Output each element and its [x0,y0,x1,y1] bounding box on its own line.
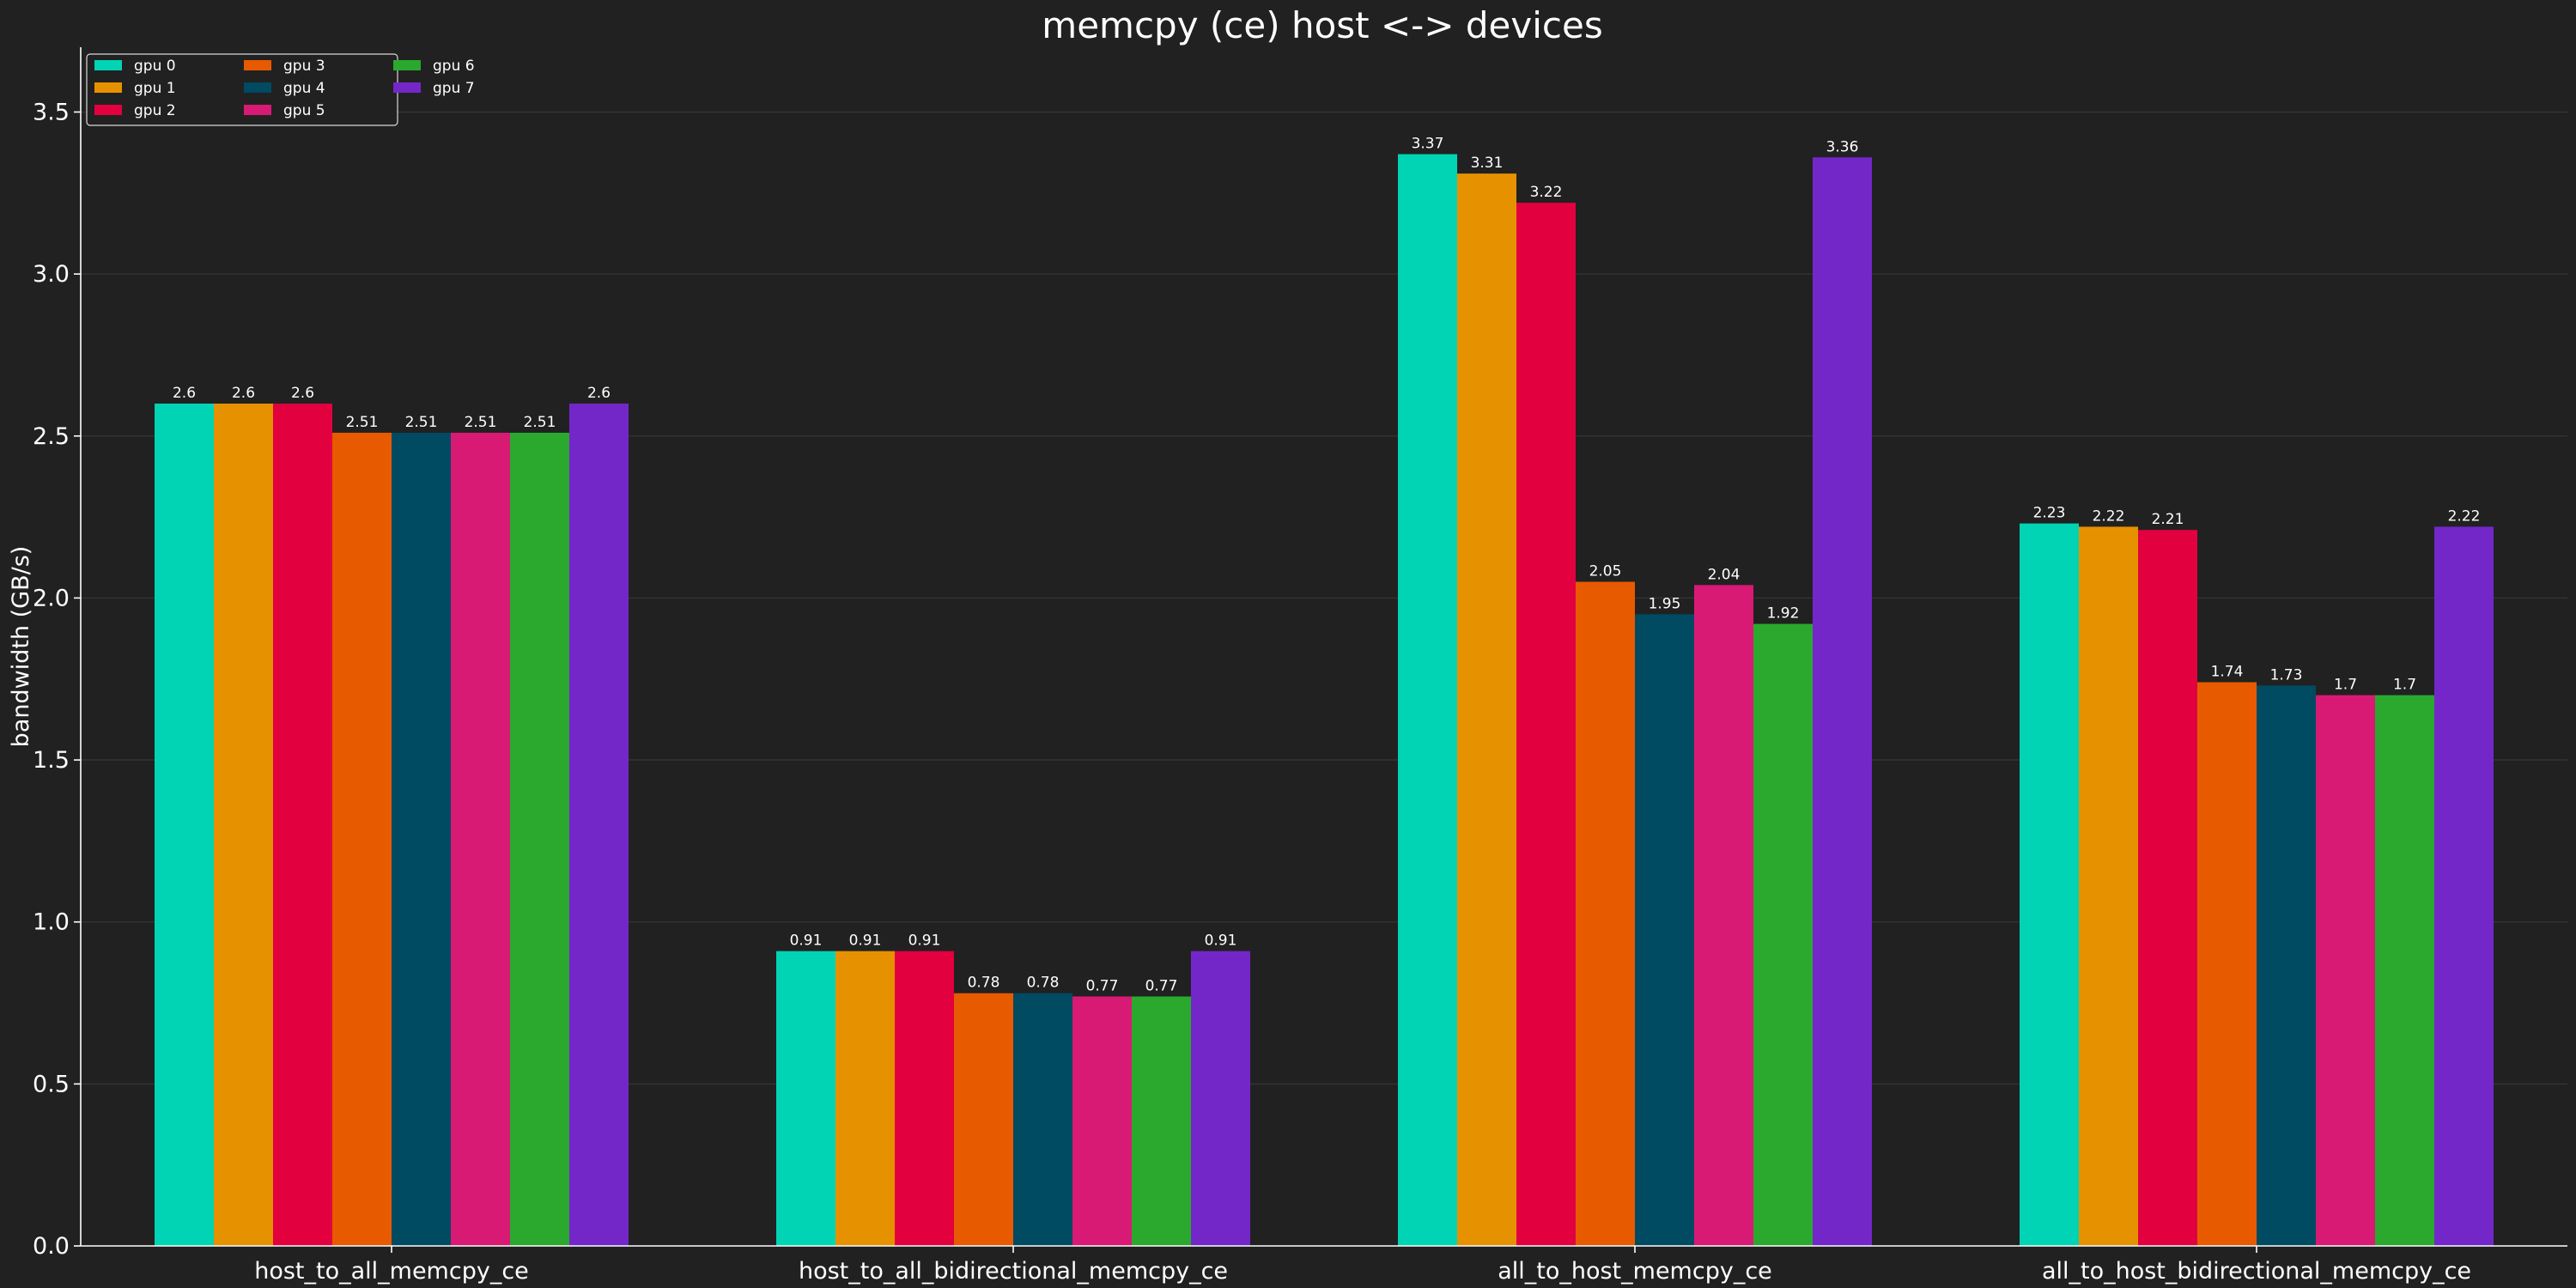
y-tick-label: 2.5 [33,423,70,450]
y-axis-label: bandwidth (GB/s) [8,546,34,748]
bar [1635,614,1694,1246]
bar [2079,526,2138,1246]
bar-value-label: 2.22 [2093,507,2125,525]
bar-value-label: 2.05 [1589,563,1622,580]
legend-swatch [244,105,271,115]
bar-value-label: 2.6 [587,385,611,402]
y-tick-label: 3.5 [33,99,70,125]
bar [1813,157,1872,1246]
bar [835,951,895,1246]
bar-value-label: 0.78 [1027,975,1060,992]
bar [2020,524,2079,1246]
bar [2197,683,2257,1246]
bar-value-label: 2.21 [2152,511,2184,528]
bar-value-label: 3.31 [1471,155,1504,172]
bar [1072,996,1132,1246]
bar-value-label: 0.91 [1205,933,1237,950]
bar [214,404,273,1246]
bar [1576,582,1635,1246]
legend-swatch [393,82,421,93]
bar-value-label: 0.78 [968,975,1000,992]
bar [2316,696,2375,1246]
bar-value-label: 3.37 [1412,136,1444,153]
bar [1457,173,1516,1246]
legend-swatch [393,60,421,70]
legend-label: gpu 1 [134,80,176,97]
bar [1694,585,1753,1246]
bar-value-label: 1.95 [1649,595,1681,612]
bar [569,404,629,1246]
bar-value-label: 1.92 [1767,605,1800,623]
bar-value-label: 0.91 [908,933,941,950]
bar [155,404,214,1246]
y-tick-label: 0.0 [33,1233,70,1260]
x-tick-label: all_to_host_memcpy_ce [1498,1258,1772,1285]
bar-value-label: 0.77 [1086,977,1119,994]
bar-value-label: 2.04 [1708,566,1741,583]
bar [1132,996,1191,1246]
bar-value-label: 2.51 [405,414,438,431]
bar-value-label: 1.74 [2211,664,2244,681]
bar [1516,203,1576,1246]
bar [1753,624,1813,1246]
legend-swatch [94,82,122,93]
y-tick-label: 1.0 [33,909,70,936]
y-tick-label: 0.5 [33,1071,70,1097]
y-tick-label: 1.5 [33,747,70,774]
bar [1191,951,1250,1246]
bar [451,433,510,1246]
legend-label: gpu 5 [283,102,325,119]
bar [1013,993,1072,1246]
bar-value-label: 0.77 [1145,977,1178,994]
legend-label: gpu 2 [134,102,176,119]
bar-value-label: 2.51 [524,414,556,431]
legend-swatch [94,60,122,70]
x-tick-label: host_to_all_bidirectional_memcpy_ce [799,1258,1228,1285]
bar [2257,685,2316,1246]
legend-swatch [94,105,122,115]
bar-value-label: 1.7 [2334,677,2357,694]
legend-swatch [244,82,271,93]
bar-value-label: 2.23 [2033,505,2066,522]
bar [510,433,569,1246]
legend-swatch [244,60,271,70]
bar [1398,155,1457,1246]
bar [273,404,332,1246]
legend-label: gpu 7 [433,80,475,97]
bar [2434,526,2494,1246]
bar-value-label: 0.91 [849,933,882,950]
bar-value-label: 1.73 [2270,666,2303,683]
bar-value-label: 1.7 [2393,677,2416,694]
bar [2138,530,2197,1246]
bar-value-label: 3.36 [1826,138,1859,155]
legend-label: gpu 4 [283,80,325,97]
legend-label: gpu 0 [134,58,176,75]
bar-value-label: 2.51 [465,414,497,431]
bar [895,951,954,1246]
bar-value-label: 2.6 [291,385,314,402]
bar [2375,696,2434,1246]
chart-title: memcpy (ce) host <-> devices [1042,4,1602,46]
bar [392,433,451,1246]
y-tick-label: 3.0 [33,261,70,288]
bar [332,433,392,1246]
legend-label: gpu 3 [283,58,325,75]
bar-value-label: 2.6 [173,385,196,402]
x-tick-label: host_to_all_memcpy_ce [254,1258,529,1285]
bar-value-label: 3.22 [1530,184,1563,201]
y-tick-label: 2.0 [33,585,70,611]
bar [776,951,835,1246]
bar-value-label: 2.22 [2448,507,2481,525]
bar-value-label: 2.51 [346,414,379,431]
bar-value-label: 2.6 [232,385,255,402]
legend-label: gpu 6 [433,58,475,75]
bar-value-label: 0.91 [790,933,823,950]
x-tick-label: all_to_host_bidirectional_memcpy_ce [2042,1258,2471,1285]
bar [954,993,1013,1246]
